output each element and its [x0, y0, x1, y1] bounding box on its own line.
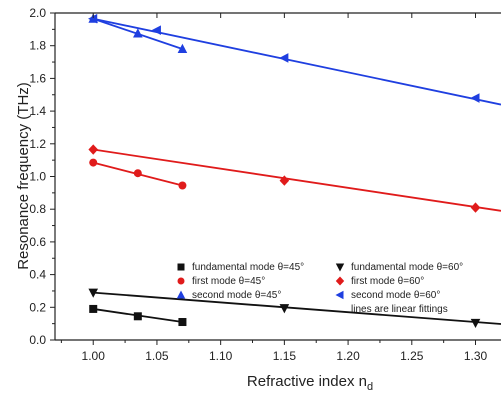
legend-marker	[335, 290, 344, 300]
y-tick-label: 1.8	[29, 39, 46, 53]
x-tick-label: 1.15	[273, 349, 297, 363]
legend: fundamental mode θ=45° first mode θ=45° se…	[176, 262, 463, 315]
y-tick-label: 1.4	[29, 104, 46, 118]
y-tick-label: 2.0	[29, 6, 46, 20]
x-tick-label: 1.20	[336, 349, 360, 363]
data-point	[133, 312, 142, 321]
x-tick-label: 1.00	[82, 349, 106, 363]
y-tick-label: 0.2	[29, 300, 46, 314]
data-point	[88, 288, 99, 298]
y-axis-label: Resonance frequency (THz)	[15, 82, 32, 270]
data-point	[88, 13, 98, 24]
data-point	[279, 175, 290, 186]
y-tick-label: 0.4	[29, 268, 46, 282]
x-tick-label: 1.05	[145, 349, 169, 363]
axes: 1.00 1.05 1.10 1.15 1.20 1.25 1.30 0.0 0.2 0.4 0.6…	[29, 6, 501, 363]
y-tick-label: 1.2	[29, 137, 46, 151]
legend-label: first mode θ=45°	[192, 276, 265, 287]
x-tick-label: 1.30	[464, 349, 488, 363]
data-point	[279, 53, 289, 63]
data-point	[89, 158, 98, 167]
fit-line	[93, 291, 501, 325]
y-tick-label: 0.0	[29, 333, 46, 347]
legend-marker	[335, 263, 345, 272]
data-point	[88, 144, 99, 155]
y-tick-label: 0.8	[29, 202, 46, 216]
data-point	[470, 318, 481, 329]
data-point	[151, 25, 161, 35]
legend-marker	[176, 290, 186, 299]
legend-label: second mode θ=60°	[351, 290, 440, 301]
data-point	[470, 93, 480, 103]
data-point	[133, 169, 142, 178]
data-point	[133, 28, 143, 38]
x-axis-label: Refractive index nd	[247, 373, 373, 393]
legend-marker	[177, 263, 185, 271]
data-point	[89, 304, 98, 313]
fit-lines	[92, 17, 501, 325]
y-tick-label: 0.6	[29, 235, 46, 249]
data-markers	[88, 13, 481, 329]
y-tick-label: 1.0	[29, 170, 46, 184]
data-point	[177, 43, 188, 53]
y-tick-label: 1.6	[29, 71, 46, 85]
legend-label: second mode θ=45°	[192, 290, 281, 301]
x-tick-label: 1.10	[209, 349, 233, 363]
legend-label: fundamental mode θ=60°	[351, 262, 463, 273]
legend-label: fundamental mode θ=45°	[192, 262, 304, 273]
legend-marker	[335, 276, 345, 286]
legend-note: lines are linear fittings	[351, 304, 448, 315]
fit-line	[93, 17, 501, 106]
fit-line	[93, 148, 501, 212]
data-point	[178, 181, 187, 190]
data-point	[279, 304, 290, 314]
x-tick-label: 1.25	[400, 349, 424, 363]
data-point	[178, 318, 187, 327]
legend-marker	[177, 277, 185, 285]
legend-label: first mode θ=60°	[351, 276, 424, 287]
data-point	[470, 202, 481, 213]
